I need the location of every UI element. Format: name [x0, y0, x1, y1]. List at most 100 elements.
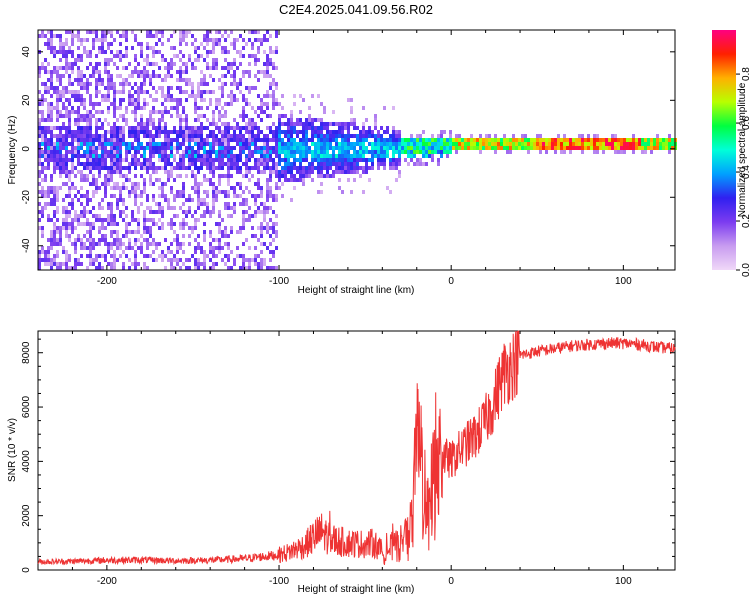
- spectrogram-cell: [92, 246, 95, 250]
- spectrogram-cell: [143, 230, 146, 234]
- spectrogram-cell: [92, 46, 95, 50]
- spectrogram-cell: [227, 194, 230, 198]
- spectrogram-cell: [122, 54, 125, 58]
- spectrogram-cell: [356, 154, 359, 158]
- spectrogram-cell: [137, 222, 140, 226]
- spectrogram-cell: [368, 150, 371, 154]
- spectrogram-cell: [218, 118, 221, 122]
- spectrogram-cell: [53, 214, 56, 218]
- spectrogram-cell: [257, 126, 260, 130]
- spectrogram-cell: [128, 166, 131, 170]
- spectrogram-cell: [92, 154, 95, 158]
- spectrogram-cell: [173, 106, 176, 110]
- spectrogram-cell: [524, 134, 527, 138]
- spectrogram-cell: [236, 254, 239, 258]
- spectrogram-cell: [266, 190, 269, 194]
- spectrogram-cell: [293, 186, 296, 190]
- spectrogram-cell: [158, 130, 161, 134]
- spectrogram-cell: [98, 126, 101, 130]
- spectrogram-cell: [281, 194, 284, 198]
- spectrogram-cell: [251, 122, 254, 126]
- spectrogram-cell: [116, 162, 119, 166]
- spectrogram-cell: [272, 66, 275, 70]
- spectrogram-cell: [71, 134, 74, 138]
- spectrogram-cell: [65, 266, 68, 270]
- spectrogram-cell: [77, 138, 80, 142]
- spectrogram-cell: [134, 258, 137, 262]
- spectrogram-cell: [77, 98, 80, 102]
- spectrogram-cell: [110, 154, 113, 158]
- spectrogram-cell: [191, 186, 194, 190]
- spectrogram-cell: [302, 122, 305, 126]
- spectrogram-cell: [455, 138, 458, 142]
- spectrogram-cell: [65, 174, 68, 178]
- spectrogram-cell: [119, 214, 122, 218]
- spectrogram-cell: [41, 194, 44, 198]
- spectrogram-cell: [344, 150, 347, 154]
- spectrogram-cell: [209, 246, 212, 250]
- spectrogram-cell: [266, 246, 269, 250]
- spectrogram-cell: [95, 122, 98, 126]
- spectrogram-cell: [272, 90, 275, 94]
- spectrogram-cell: [119, 50, 122, 54]
- spectrogram-cell: [146, 254, 149, 258]
- spectrogram-cell: [173, 178, 176, 182]
- spectrogram-cell: [230, 138, 233, 142]
- spectrogram-cell: [56, 78, 59, 82]
- spectrogram-cell: [254, 198, 257, 202]
- spectrogram-cell: [227, 254, 230, 258]
- spectrogram-cell: [248, 142, 251, 146]
- spectrogram-cell: [491, 146, 494, 150]
- spectrogram-cell: [266, 102, 269, 106]
- spectrogram-cell: [329, 138, 332, 142]
- spectrogram-cell: [200, 82, 203, 86]
- spectrogram-cell: [71, 198, 74, 202]
- spectrogram-cell: [449, 150, 452, 154]
- spectrogram-cell: [38, 130, 41, 134]
- spectrogram-cell: [53, 142, 56, 146]
- spectrogram-cell: [332, 154, 335, 158]
- spectrogram-cell: [41, 190, 44, 194]
- spectrogram-cell: [206, 34, 209, 38]
- spectrogram-cell: [44, 166, 47, 170]
- spectrogram-cell: [110, 218, 113, 222]
- spectrogram-cell: [236, 122, 239, 126]
- spectrogram-cell: [257, 262, 260, 266]
- spectrogram-cell: [389, 134, 392, 138]
- spectrogram-cell: [98, 78, 101, 82]
- spectrogram-cell: [254, 126, 257, 130]
- spectrogram-cell: [269, 218, 272, 222]
- spectrogram-cell: [326, 170, 329, 174]
- spectrogram-cell: [146, 90, 149, 94]
- spectrogram-cell: [449, 138, 452, 142]
- spectrogram-cell: [653, 142, 656, 146]
- spectrogram-cell: [41, 126, 44, 130]
- spectrogram-cell: [398, 150, 401, 154]
- spectrogram-cell: [419, 158, 422, 162]
- spectrogram-cell: [284, 130, 287, 134]
- spectrogram-cell: [107, 70, 110, 74]
- spectrogram-cell: [248, 158, 251, 162]
- spectrogram-cell: [131, 182, 134, 186]
- spectrogram-cell: [317, 158, 320, 162]
- spectrogram-cell: [284, 134, 287, 138]
- spectrogram-cell: [194, 150, 197, 154]
- spectrogram-cell: [92, 190, 95, 194]
- spectrogram-cell: [131, 214, 134, 218]
- spectrogram-cell: [89, 82, 92, 86]
- spectrogram-cell: [536, 142, 539, 146]
- spectrogram-cell: [98, 74, 101, 78]
- spectrogram-cell: [428, 150, 431, 154]
- spectrogram-cell: [80, 102, 83, 106]
- spectrogram-cell: [80, 202, 83, 206]
- spectrogram-cell: [548, 142, 551, 146]
- spectrogram-cell: [83, 206, 86, 210]
- spectrogram-cell: [206, 82, 209, 86]
- spectrogram-cell: [329, 142, 332, 146]
- spectrogram-cell: [275, 222, 278, 226]
- spectrogram-cell: [227, 158, 230, 162]
- spectrogram-cell: [296, 170, 299, 174]
- spectrogram-cell: [104, 130, 107, 134]
- spectrogram-cell: [59, 146, 62, 150]
- spectrogram-cell: [254, 150, 257, 154]
